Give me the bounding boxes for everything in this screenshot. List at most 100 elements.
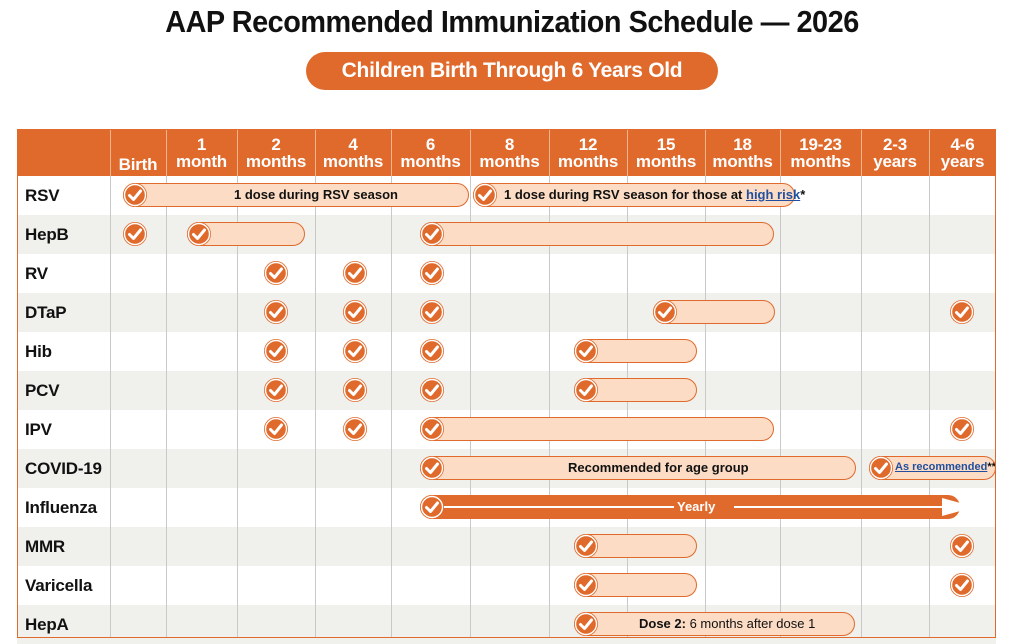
header-divider: [391, 129, 392, 176]
hepb-dose3-range-bar: [420, 222, 774, 246]
influenza-yearly-arrow-bar: [420, 495, 975, 519]
check-circle-icon: [343, 261, 367, 285]
row-dtap-bg: [17, 293, 996, 332]
col-header-number: 8: [504, 134, 515, 154]
col-header-6-months: 6 months: [391, 129, 470, 176]
subtitle-badge: Children Birth Through 6 Years Old: [306, 52, 718, 90]
influenza-yearly-label: Yearly: [677, 499, 716, 514]
col-header-number: 12: [578, 134, 598, 154]
check-circle-icon: [574, 339, 598, 363]
col-header-number: 2: [271, 134, 281, 154]
col-header-4-months: 4 months: [315, 129, 391, 176]
check-circle-icon: [343, 339, 367, 363]
grid-line: [391, 176, 392, 638]
header-divider: [705, 129, 706, 176]
header-divider: [549, 129, 550, 176]
as-recommended-link[interactable]: As recommended: [895, 461, 988, 473]
col-header-8-months: 8 months: [470, 129, 549, 176]
vaccine-name-ipv: IPV: [25, 420, 52, 439]
hepa-dose2-bold: Dose 2:: [639, 616, 686, 631]
col-header-1-month: 1 month: [166, 129, 237, 176]
col-header-number: 1: [196, 134, 207, 154]
grid-line: [929, 176, 930, 638]
hepa-dose2-label: Dose 2: 6 months after dose 1: [639, 613, 815, 634]
rsv-high-risk-label: 1 dose during RSV season for those at hi…: [504, 184, 805, 205]
col-header-2-months: 2 months: [237, 129, 315, 176]
check-circle-icon: [950, 417, 974, 441]
check-circle-icon: [420, 261, 444, 285]
vaccine-name-mmr: MMR: [25, 537, 65, 556]
vaccine-name-pcv: PCV: [25, 381, 60, 400]
col-header-19-23-months: 19-23 months: [780, 129, 861, 176]
check-circle-icon: [420, 339, 444, 363]
col-header-number: 6: [425, 134, 436, 154]
rsv-high-risk-range-bar: 1 dose during RSV season for those at hi…: [473, 183, 805, 207]
grid-line: [110, 176, 111, 638]
check-circle-icon: [264, 339, 288, 363]
check-circle-icon: [653, 300, 677, 324]
col-header-label: months: [400, 151, 461, 171]
col-header-label: months: [790, 151, 851, 171]
check-circle-icon: [343, 300, 367, 324]
header-divider: [237, 129, 238, 176]
header-divider: [627, 129, 628, 176]
check-circle-icon: [343, 417, 367, 441]
footnote-marker: **: [987, 461, 996, 473]
check-circle-icon: [264, 417, 288, 441]
col-header-birth: Birth: [110, 129, 166, 176]
vaccine-name-hepa: HepA: [25, 615, 69, 634]
high-risk-link[interactable]: high risk: [746, 187, 801, 202]
covid-age-group-label: Recommended for age group: [568, 460, 749, 475]
row-pcv-bg: [17, 371, 996, 410]
col-header-label: years: [940, 151, 985, 171]
header-divider: [470, 129, 471, 176]
col-header-number: 19-23: [799, 134, 842, 154]
header-divider: [929, 129, 930, 176]
hepa-dose2-range-bar: Dose 2: 6 months after dose 1: [574, 612, 855, 636]
col-header-label: months: [635, 151, 697, 171]
check-circle-icon: [420, 300, 444, 324]
col-header-label: months: [479, 151, 540, 171]
header-row: [17, 129, 996, 176]
rsv-season-label: 1 dose during RSV season: [234, 187, 398, 202]
row-mmr-bg: [17, 527, 996, 566]
header-divider: [315, 129, 316, 176]
check-circle-icon: [574, 612, 598, 636]
check-circle-icon: [264, 378, 288, 402]
grid-line: [315, 176, 316, 638]
check-circle-icon: [950, 573, 974, 597]
col-header-12-months: 12 months: [549, 129, 627, 176]
page-title: AAP Recommended Immunization Schedule — …: [165, 4, 859, 39]
col-header-label: months: [712, 151, 773, 171]
check-circle-icon: [574, 534, 598, 558]
vaccine-name-hib: Hib: [25, 342, 52, 361]
vaccine-name-influenza: Influenza: [25, 498, 97, 517]
schedule-table: Birth 1 month 2 months 4 months 6 months 8 mo…: [17, 129, 996, 644]
col-header-15-months: 15 months: [627, 129, 705, 176]
grid-line: [780, 176, 781, 638]
check-circle-icon: [420, 495, 444, 519]
header-divider: [110, 129, 111, 176]
col-header-4-6-years: 4-6 years: [929, 129, 996, 176]
hepa-dose2-text: 6 months after dose 1: [685, 616, 816, 631]
col-header-label: years: [873, 151, 917, 171]
header-divider: [861, 129, 862, 176]
col-header-label: months: [322, 151, 384, 171]
grid-line: [470, 176, 471, 638]
vaccine-name-rv: RV: [25, 264, 48, 283]
check-circle-icon: [420, 417, 444, 441]
covid-as-recommended-label: As recommended**: [895, 457, 996, 478]
vaccine-name-varicella: Varicella: [25, 576, 93, 595]
header-divider: [166, 129, 167, 176]
check-circle-icon: [420, 456, 444, 480]
check-circle-icon: [123, 183, 147, 207]
col-header-number: 4: [348, 134, 358, 154]
col-header-label: months: [557, 151, 619, 171]
grid-line: [166, 176, 167, 638]
check-circle-icon: [123, 222, 147, 246]
ipv-dose3-range-bar: [420, 417, 774, 441]
check-circle-icon: [420, 378, 444, 402]
row-varicella-bg: [17, 566, 996, 605]
row-hib-bg: [17, 332, 996, 371]
grid-line: [861, 176, 862, 638]
